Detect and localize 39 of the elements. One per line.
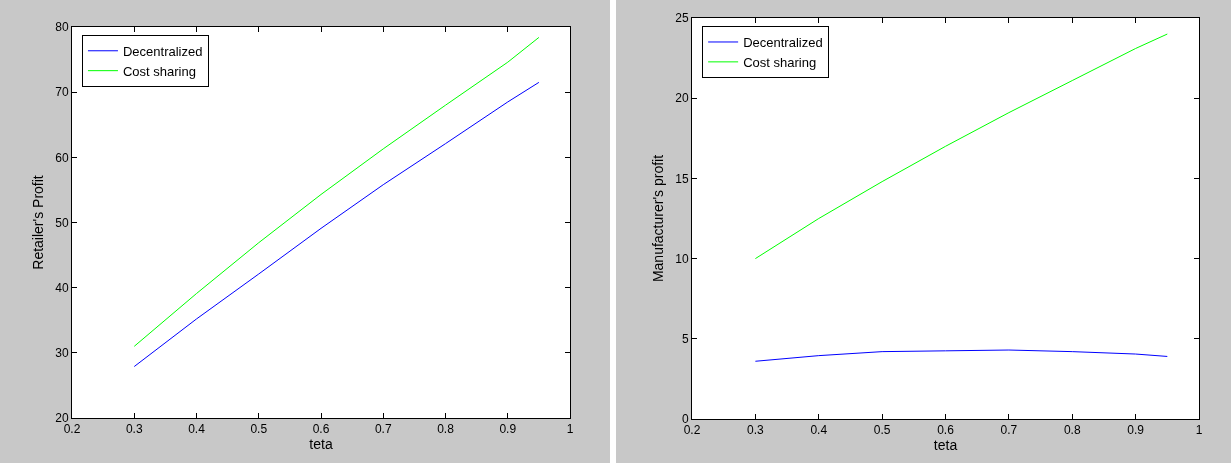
y-tick-label: 60 (55, 150, 69, 165)
x-axis-title: teta (309, 436, 333, 453)
y-tick-label: 5 (681, 332, 689, 346)
x-tick-label: 0.3 (125, 422, 143, 437)
legend-label: Cost sharing (743, 54, 817, 70)
y-tick-label: 15 (675, 171, 689, 186)
x-tick-label: 0.9 (1127, 423, 1145, 438)
y-axis-title: Retailer's Profit (29, 175, 46, 270)
x-tick-label: 1 (1195, 423, 1203, 438)
y-tick-label: 30 (55, 346, 69, 361)
x-tick-label: 0.6 (312, 422, 330, 437)
y-tick-label: 20 (675, 91, 689, 106)
x-tick-label: 0.6 (937, 423, 955, 438)
y-tick-label: 50 (55, 215, 69, 230)
line-series (133, 81, 540, 368)
x-tick-label: 0.5 (250, 422, 268, 437)
x-tick-label: 0.8 (1063, 423, 1081, 438)
x-tick-label: 0.4 (810, 423, 828, 438)
x-tick-label: 0.4 (188, 422, 206, 437)
x-tick-label: 1 (566, 422, 574, 437)
x-tick-label: 0.3 (747, 423, 765, 438)
x-tick-label: 0.7 (374, 422, 392, 437)
x-tick-label: 0.5 (873, 423, 891, 438)
legend-label: Decentralized (743, 35, 823, 51)
x-axis-title: teta (933, 437, 958, 454)
x-tick-label: 0.8 (437, 422, 455, 437)
legend-label: Decentralized (122, 43, 203, 59)
x-tick-label: 0.9 (499, 422, 517, 437)
legend-label: Cost sharing (122, 63, 196, 79)
y-tick-label: 40 (55, 280, 69, 295)
y-axis-title: Manufacturer's profit (649, 154, 666, 283)
y-tick-label: 10 (675, 251, 689, 266)
x-tick-label: 0.2 (683, 423, 701, 438)
x-tick-label: 0.7 (1000, 423, 1018, 438)
x-tick-label: 0.2 (63, 422, 81, 437)
y-tick-label: 70 (55, 85, 69, 100)
y-tick-label: 80 (55, 20, 69, 35)
y-tick-label: 25 (675, 11, 689, 26)
line-series (754, 349, 1168, 362)
